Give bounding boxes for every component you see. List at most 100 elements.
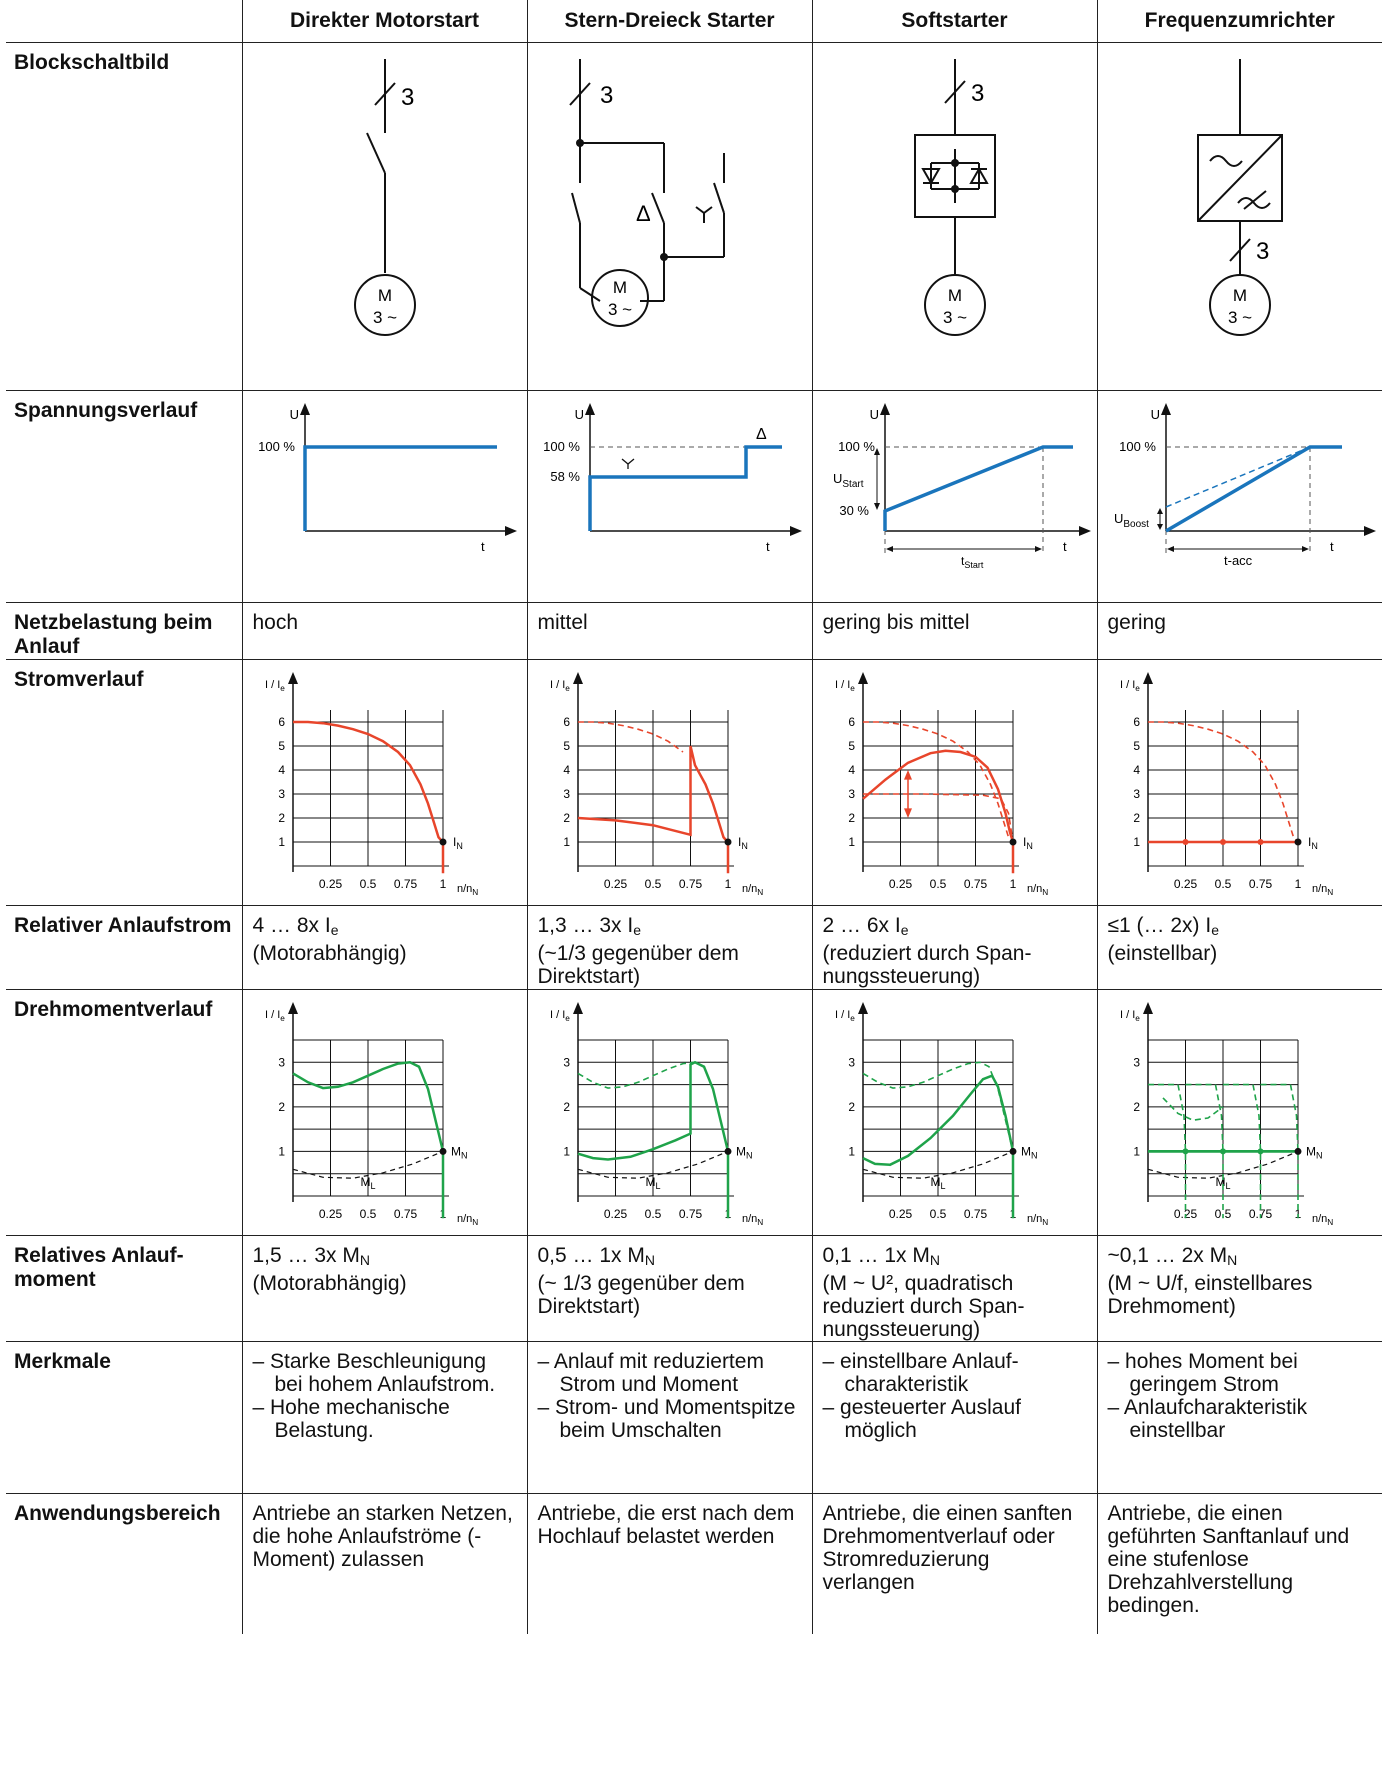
torque-chart-direct: 0.25 0.5 0.75 1 n/nN 1 2 3 I / Ie ML MN xyxy=(241,989,528,1236)
y-tick-label: 1 xyxy=(1133,1144,1140,1158)
y-tick-label: 6 xyxy=(563,715,570,729)
x-tick-label: 0.25 xyxy=(318,1207,342,1221)
torque-curve xyxy=(861,1074,1014,1219)
y-tick-label: 3 xyxy=(1133,1055,1140,1069)
x-tick-label: 0.5 xyxy=(929,877,946,891)
y-axis-arrow xyxy=(572,1002,583,1014)
y-axis-label: I / Ie xyxy=(835,1009,855,1023)
x-tick-label: 0.25 xyxy=(318,877,342,891)
torque-point xyxy=(1182,1148,1188,1155)
current-point xyxy=(1219,839,1226,845)
axis-t-label: t xyxy=(1063,539,1067,554)
y-tick-label: 5 xyxy=(278,739,285,753)
y-tick-label: 3 xyxy=(848,1055,855,1069)
load-torque-label: ML xyxy=(360,1175,375,1191)
phase-count-label: 3 xyxy=(971,80,984,107)
torque-curve xyxy=(577,1060,729,1219)
merkmal-item: – Hohe mechanische Belastung. xyxy=(252,1396,450,1442)
block-diagram-direct: 3 M 3 ~ xyxy=(241,42,528,391)
nominal-point xyxy=(724,1147,731,1155)
anlaufmoment-frequenzumrichter: ~0,1 … 2x MN (M ~ U/f, einstellbares Dreh… xyxy=(1096,1235,1382,1342)
x-axis-label: n/nN xyxy=(742,883,763,897)
anwendung-stern-dreieck: Antriebe, die erst nach dem Hochlauf bel… xyxy=(526,1493,813,1634)
load-torque-label: ML xyxy=(645,1175,660,1191)
y-tick-label: 1 xyxy=(278,1144,285,1158)
anwendung-direct: Antriebe an starken Netzen, die hohe Anl… xyxy=(241,1493,528,1634)
y-tick-label: 3 xyxy=(1133,787,1140,801)
row-label-merkmale: Merkmale xyxy=(6,1341,243,1494)
phase-count-label: 3 xyxy=(401,84,414,111)
anlaufmoment-stern-dreieck: 0,5 … 1x MN (~ 1/3 gegenüber dem Direktst… xyxy=(526,1235,813,1342)
y-tick-label: 4 xyxy=(848,763,855,777)
header-softstarter: Softstarter xyxy=(811,0,1098,43)
block-diagram-stern-dreieck: 3 Δ M 3 ~ xyxy=(526,42,813,391)
x-tick-label: 0.75 xyxy=(678,877,702,891)
motor-3-label: 3 ~ xyxy=(942,308,966,327)
x-tick-label: 0.25 xyxy=(888,1207,912,1221)
current-curve-limit xyxy=(862,793,1014,843)
voltage-curve-softstarter-svg: U 100 % UStart 30 % tStart t xyxy=(833,403,1091,570)
uboost-label: UBoost xyxy=(1114,511,1149,530)
merkmal-item: – gesteuerter Auslauf möglich xyxy=(822,1396,1021,1442)
level-100-label: 100 % xyxy=(1119,439,1156,454)
x-tick-label: 1 xyxy=(1009,877,1016,891)
y-tick-label: 3 xyxy=(563,787,570,801)
y-axis-arrow xyxy=(1142,672,1153,684)
voltage-chart-direct: U 100 % t xyxy=(241,390,528,603)
nominal-point xyxy=(1294,838,1301,846)
merkmal-item: – Starke Beschleuni­gung bei hohem Anlau… xyxy=(252,1350,496,1396)
x-axis-label: n/nN xyxy=(1312,883,1333,897)
current-curve xyxy=(292,720,444,874)
y-tick-label: 2 xyxy=(278,811,285,825)
anlaufmoment-direct: 1,5 … 3x MN (Motorabhängig) xyxy=(241,1235,528,1342)
merkmal-item: – hohes Moment bei geringem Strom xyxy=(1107,1350,1298,1396)
current-curve xyxy=(577,745,729,874)
star-delta-circuit-diagram: 3 Δ M 3 ~ xyxy=(568,59,725,327)
merkmale-softstarter: – einstellbare Anlauf­charakteristik – ge… xyxy=(811,1341,1098,1494)
merkmal-item: – einstellbare Anlauf­charakteristik xyxy=(822,1350,1019,1396)
nominal-torque-label: MN xyxy=(1306,1144,1323,1160)
x-axis-label: n/nN xyxy=(1312,1213,1333,1227)
merkmale-frequenzumrichter: – hohes Moment bei geringem Strom – Anlau… xyxy=(1096,1341,1382,1494)
torque-curve-boost xyxy=(1161,1097,1223,1122)
x-tick-label: 0.5 xyxy=(359,1207,376,1221)
nominal-point xyxy=(439,1147,446,1155)
axis-t-label: t xyxy=(1330,539,1334,554)
adjust-arrow-head-up xyxy=(903,770,912,780)
x-axis-label: n/nN xyxy=(457,883,478,897)
nominal-torque-label: MN xyxy=(1021,1144,1038,1160)
anwendung-frequenzumrichter: Antriebe, die einen geführten Sanftanlau… xyxy=(1096,1493,1382,1634)
adjust-arrow-head-down xyxy=(903,808,912,818)
voltage-curve-direct-svg: U 100 % t xyxy=(258,403,517,554)
y-tick-label: 3 xyxy=(278,787,285,801)
torque-curve-frequency-step xyxy=(1222,1083,1261,1219)
level-100-label: 100 % xyxy=(543,439,580,454)
y-tick-label: 4 xyxy=(278,763,285,777)
y-axis-label: I / Ie xyxy=(550,1009,570,1023)
x-tick-label: 0.25 xyxy=(888,877,912,891)
current-curve-frequency-svg: 0.25 0.5 0.75 1 n/nN 1 2 3 4 5 6 I / Ie IN xyxy=(1120,672,1333,897)
current-chart-direct: 0.25 0.5 0.75 1 n/nN 1 2 3 4 5 6 I / Ie IN xyxy=(241,659,528,906)
netzbelastung-direct: hoch xyxy=(241,602,528,660)
axis-u-label: U xyxy=(289,407,298,422)
y-axis-arrow xyxy=(572,672,583,684)
y-tick-label: 4 xyxy=(563,763,570,777)
merkmal-item: – Anlaufcharakteristik einstellbar xyxy=(1107,1396,1308,1442)
y-tick-label: 5 xyxy=(563,739,570,753)
current-curve-dol-reference xyxy=(862,721,1009,838)
tstart-label: tStart xyxy=(961,554,984,570)
current-chart-frequenzumrichter: 0.25 0.5 0.75 1 n/nN 1 2 3 4 5 6 I / Ie IN xyxy=(1096,659,1382,906)
block-diagram-softstarter: 3 M 3 ~ xyxy=(811,42,1098,391)
axis-t-label: t xyxy=(766,539,770,554)
y-axis-arrow xyxy=(857,672,868,684)
anwendung-softstarter: Antriebe, die einen sanf­ten Drehmomentv… xyxy=(811,1493,1098,1634)
row-label-drehmomentverlauf: Drehmomentver­lauf xyxy=(6,989,243,1236)
x-tick-label: 0.5 xyxy=(929,1207,946,1221)
motor-3-label: 3 ~ xyxy=(1227,308,1251,327)
y-tick-label: 2 xyxy=(278,1100,285,1114)
anlaufmoment-softstarter: 0,1 … 1x MN (M ~ U², quadratisch reduzier… xyxy=(811,1235,1098,1342)
y-tick-label: 4 xyxy=(1133,763,1140,777)
current-chart-softstarter: 0.25 0.5 0.75 1 n/nN 1 2 3 4 5 6 I / Ie IN xyxy=(811,659,1098,906)
y-axis-arrow xyxy=(1142,1002,1153,1014)
